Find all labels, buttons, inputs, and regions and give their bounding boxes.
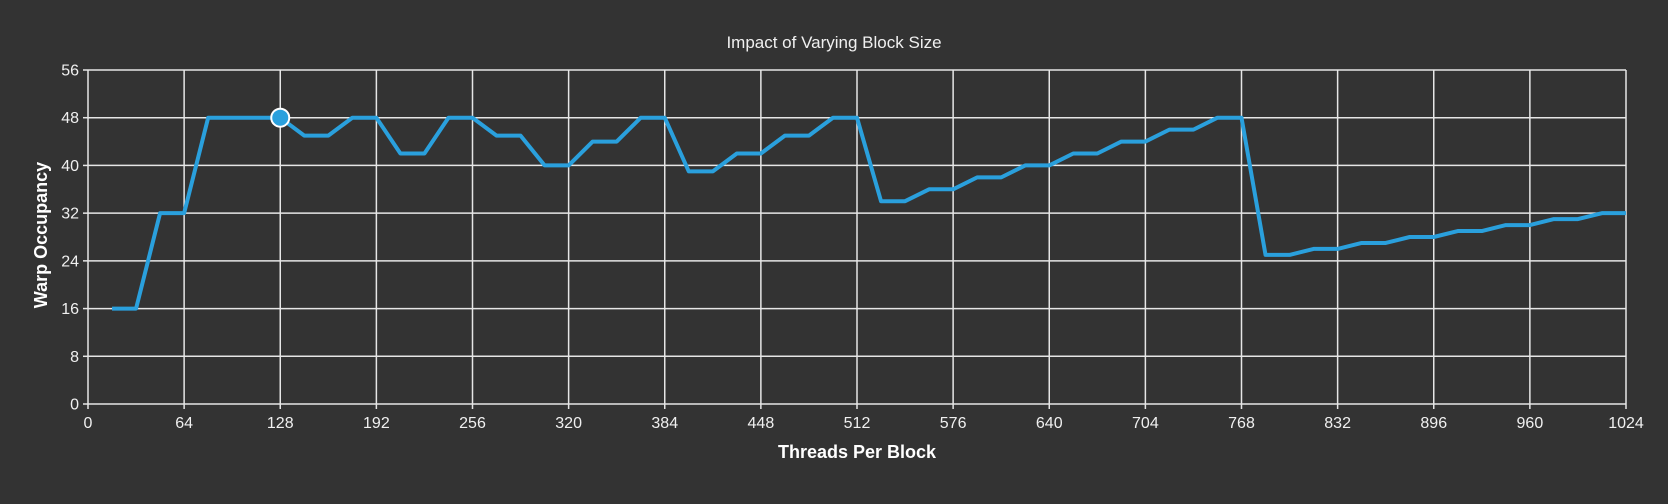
x-tick-label: 640 — [1036, 415, 1063, 432]
x-tick-label: 448 — [748, 415, 775, 432]
x-tick-label: 768 — [1228, 415, 1255, 432]
series — [112, 115, 1626, 311]
x-tick-label: 1024 — [1608, 415, 1644, 432]
y-tick-label: 0 — [70, 397, 79, 414]
x-tick-label: 960 — [1517, 415, 1544, 432]
x-axis-label: Threads Per Block — [778, 442, 937, 462]
y-tick-label: 8 — [70, 349, 79, 366]
y-tick-label: 32 — [61, 206, 79, 223]
chart-title: Impact of Varying Block Size — [726, 33, 941, 52]
x-tick-label: 256 — [459, 415, 486, 432]
x-tick-label: 192 — [363, 415, 390, 432]
x-tick-label: 512 — [844, 415, 871, 432]
x-tick-label: 128 — [267, 415, 294, 432]
x-tick-label: 0 — [84, 415, 93, 432]
x-tick-label: 320 — [555, 415, 582, 432]
y-tick-label: 56 — [61, 63, 79, 80]
x-tick-label: 576 — [940, 415, 967, 432]
y-tick-label: 24 — [61, 253, 79, 270]
highlight-point[interactable] — [270, 107, 291, 128]
y-tick-label: 48 — [61, 110, 79, 127]
x-tick-label: 64 — [175, 415, 193, 432]
x-tick-label: 832 — [1324, 415, 1351, 432]
series-line-0 — [112, 115, 1626, 311]
y-axis-label: Warp Occupancy — [31, 162, 51, 308]
x-tick-label: 896 — [1420, 415, 1447, 432]
y-tick-label: 40 — [61, 158, 79, 175]
markers — [270, 107, 291, 128]
y-tick-label: 16 — [61, 301, 79, 318]
x-tick-label: 704 — [1132, 415, 1159, 432]
axes: 0 64 128 192 256 320 384 448 512 576 640 704 768 832 8… — [61, 63, 1644, 433]
x-tick-label: 384 — [651, 415, 678, 432]
